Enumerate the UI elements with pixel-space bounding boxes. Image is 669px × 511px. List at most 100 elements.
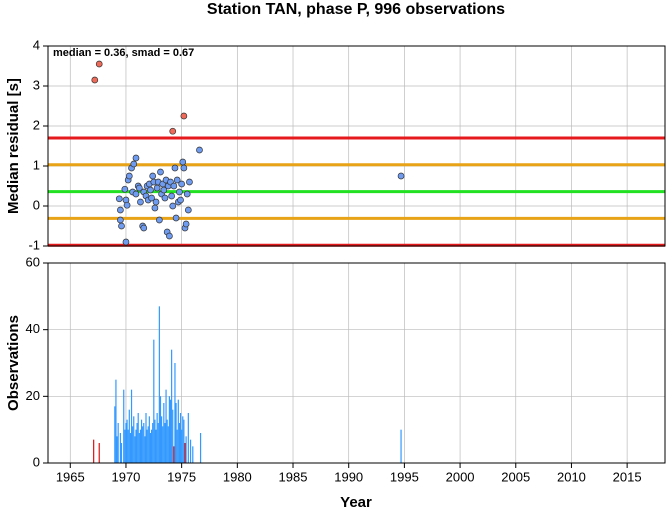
x-tick-label: 2010: [557, 469, 586, 484]
bar: [192, 446, 194, 463]
point: [117, 206, 124, 214]
y-tick-label: 3: [33, 77, 40, 92]
bar: [130, 389, 133, 463]
bar: [115, 379, 117, 463]
bar: [183, 419, 185, 463]
point: [173, 176, 181, 184]
point: [180, 164, 188, 172]
bar: [160, 416, 163, 463]
bar: [144, 436, 146, 463]
bar: [135, 429, 137, 463]
bar: [146, 429, 148, 463]
point: [171, 164, 179, 172]
bar: [133, 416, 135, 463]
bar: [148, 416, 150, 463]
bar: [152, 423, 154, 463]
point: [148, 194, 155, 202]
point: [132, 190, 140, 198]
bar: [171, 349, 173, 463]
bar: [149, 433, 152, 463]
point: [132, 154, 140, 162]
bar: [143, 423, 145, 463]
bar: [163, 403, 165, 463]
bar: [168, 396, 170, 463]
y-axis-label: Observations: [5, 315, 22, 411]
point: [161, 194, 169, 202]
bar: [128, 409, 130, 463]
y-tick-label: 2: [33, 117, 40, 132]
x-axis-label: Year: [340, 494, 372, 511]
point: [123, 201, 131, 209]
point: [172, 214, 180, 222]
bar: [166, 419, 168, 463]
plot-frame: [47, 45, 666, 247]
bar: [140, 419, 143, 463]
bar: [177, 399, 179, 463]
bar: [134, 436, 136, 463]
point: [115, 195, 123, 203]
bar: [178, 423, 181, 463]
bar: [156, 413, 158, 463]
point: [182, 220, 190, 228]
bar: [174, 363, 176, 463]
bar: [142, 426, 144, 463]
point: [95, 60, 103, 68]
bar: [157, 423, 159, 463]
point: [140, 224, 148, 232]
bar: [120, 443, 123, 463]
point: [170, 182, 178, 190]
bar: [187, 413, 189, 463]
bar: [114, 406, 116, 463]
point: [177, 196, 184, 204]
bar: [137, 413, 139, 463]
bar: [185, 436, 187, 463]
y-axis-label: Median residual [s]: [5, 78, 22, 214]
bar: [125, 423, 127, 463]
bar: [158, 306, 160, 463]
bar: [167, 426, 169, 463]
bar: [199, 433, 202, 463]
y-tick-label: 20: [26, 388, 40, 403]
point: [156, 216, 163, 224]
point: [166, 232, 173, 240]
point: [137, 198, 144, 206]
point: [122, 238, 130, 246]
x-tick-label: 1985: [279, 469, 308, 484]
bar: [139, 429, 142, 463]
chart-title: Station TAN, phase P, 996 observations: [207, 1, 505, 18]
bar: [179, 413, 182, 463]
y-tick-label: 0: [33, 454, 40, 469]
x-tick-label: 1990: [334, 469, 363, 484]
point: [135, 184, 143, 192]
point: [147, 186, 154, 194]
bar: [136, 423, 138, 463]
bar: [159, 396, 162, 463]
point: [121, 185, 129, 193]
bar: [162, 426, 164, 463]
x-tick-label: 1975: [167, 469, 196, 484]
bar: [129, 433, 132, 463]
y-tick-label: -1: [28, 237, 40, 252]
bar: [172, 409, 174, 463]
point: [183, 190, 191, 198]
bar: [153, 339, 155, 463]
y-tick-label: 1: [33, 157, 40, 172]
point: [196, 146, 203, 154]
y-tick-label: 40: [26, 321, 40, 336]
bar: [154, 419, 156, 463]
point: [397, 172, 405, 180]
point: [178, 180, 185, 188]
point: [186, 178, 193, 186]
bar: [182, 416, 184, 463]
bar: [126, 419, 128, 463]
point: [118, 222, 125, 230]
point: [184, 206, 192, 214]
point: [117, 216, 124, 224]
bar: [127, 429, 129, 463]
bar: [145, 413, 147, 463]
point: [169, 127, 177, 135]
bar: [169, 399, 172, 463]
bar: [181, 429, 183, 463]
bar: [400, 429, 402, 463]
